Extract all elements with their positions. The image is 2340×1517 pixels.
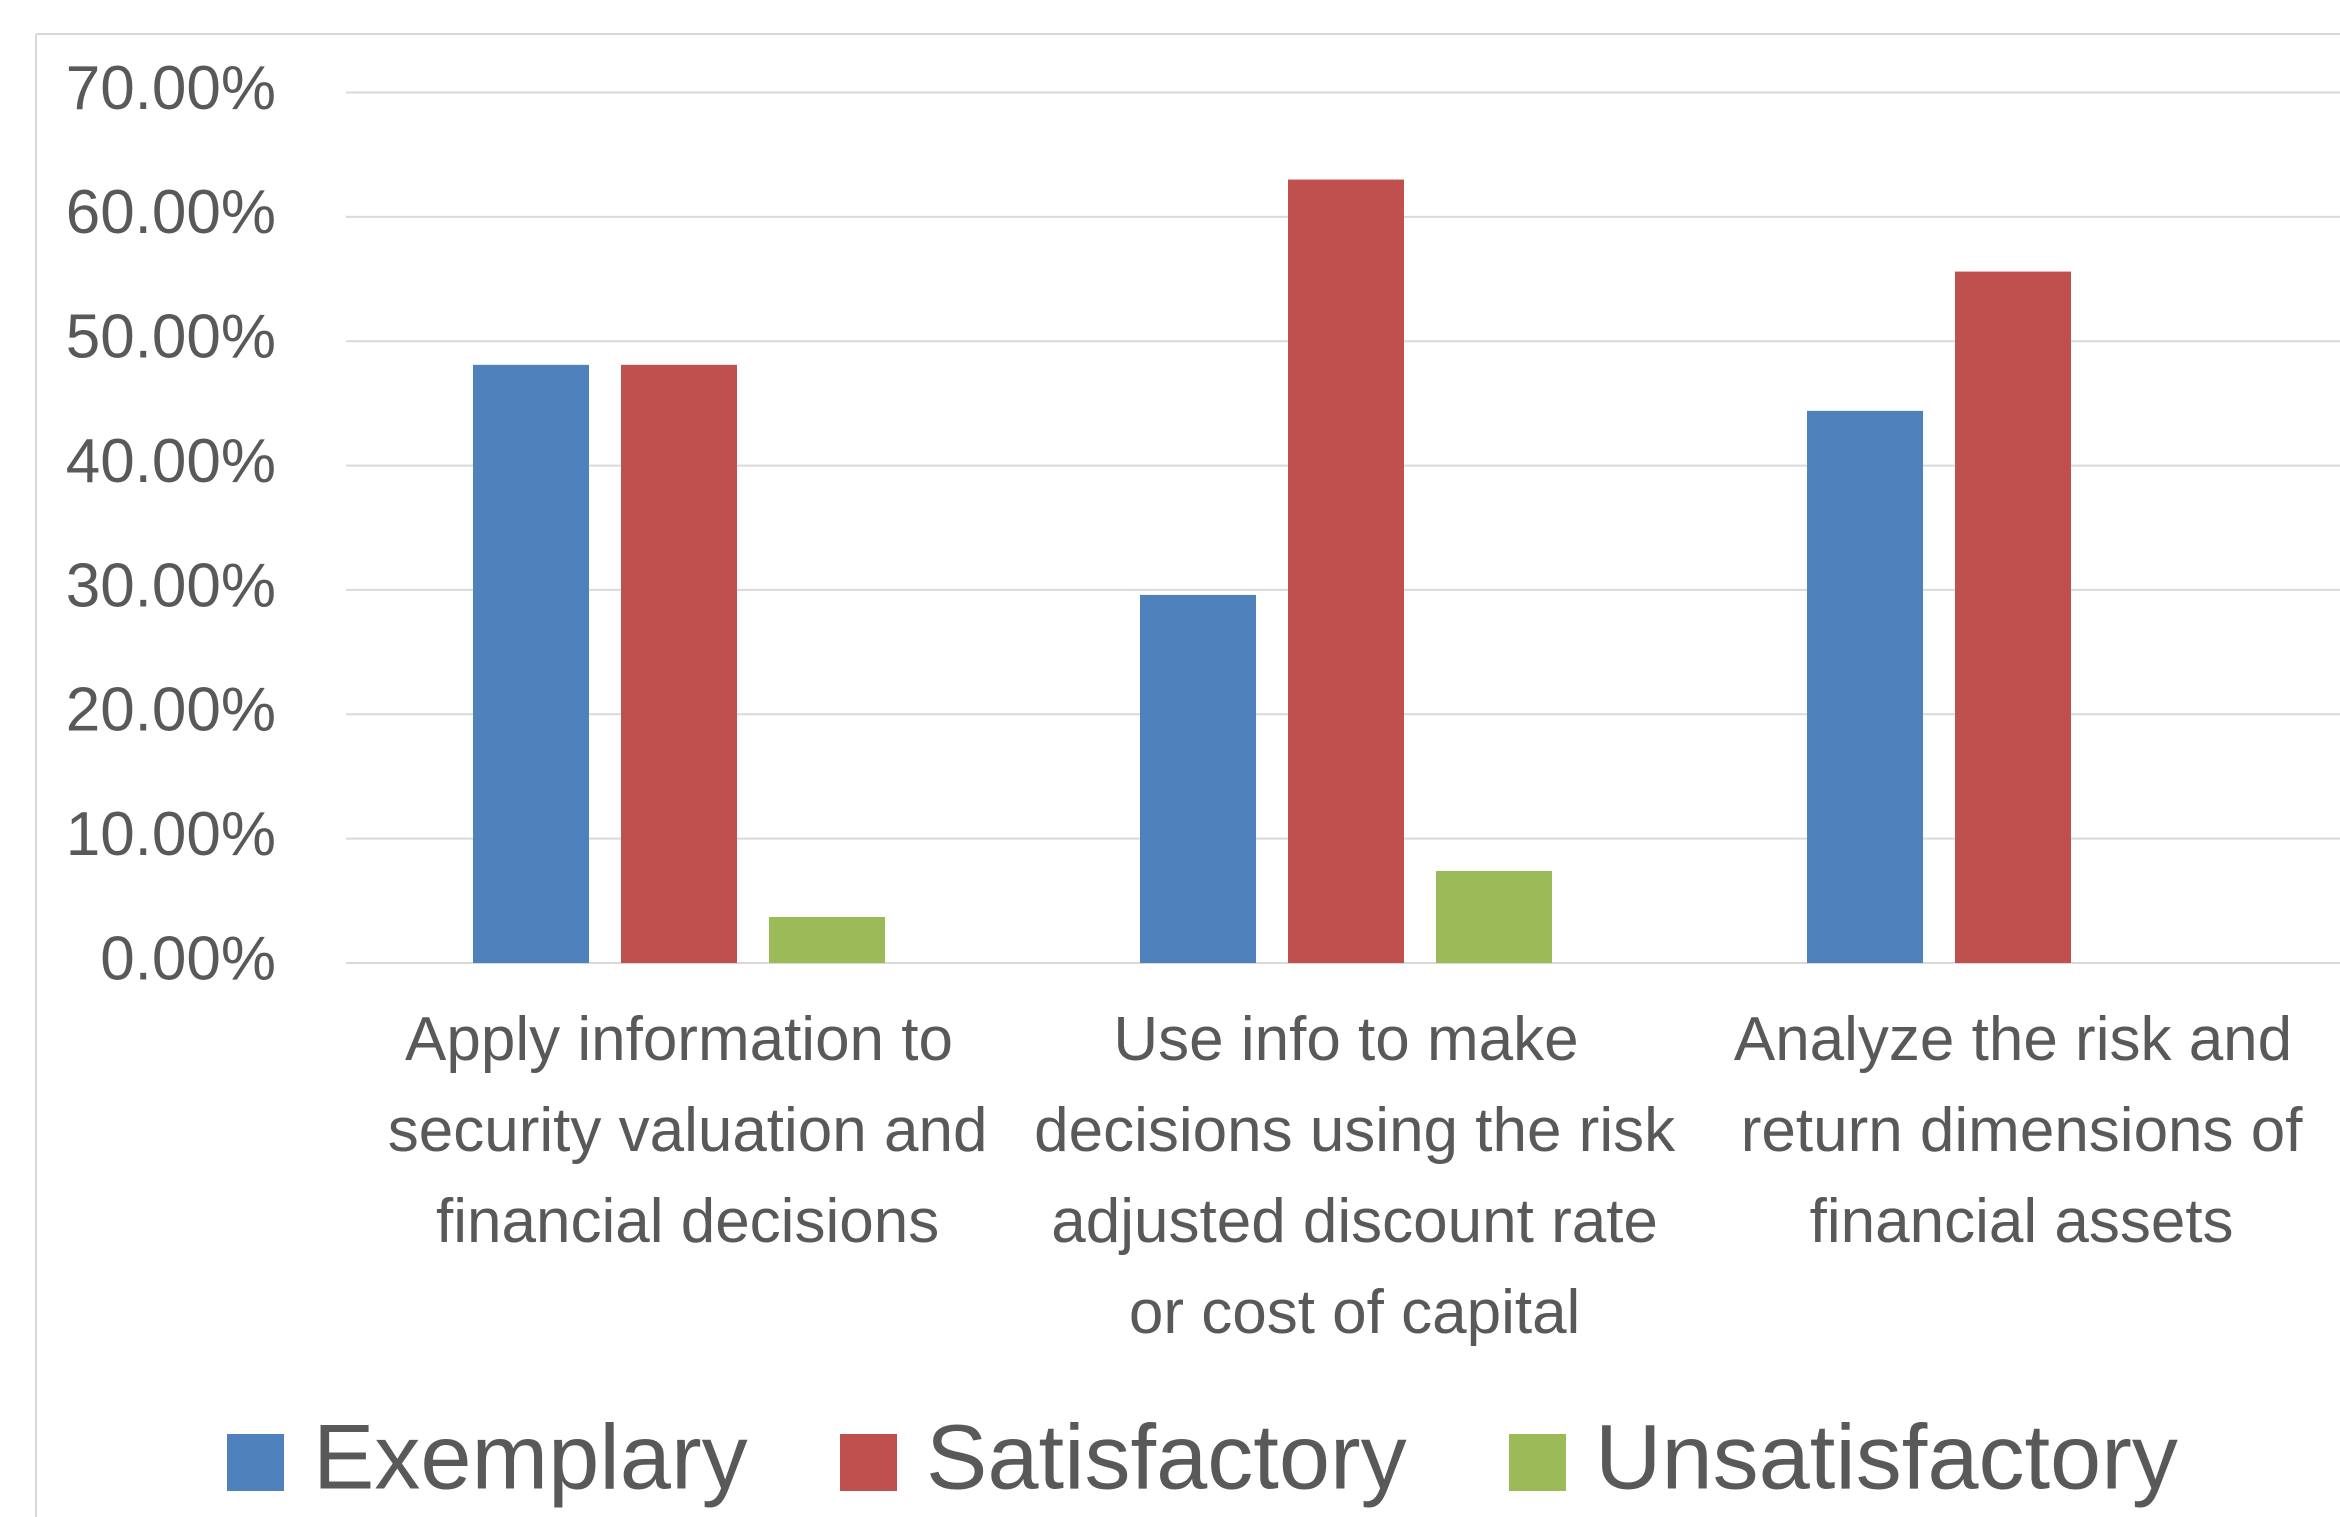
y-tick-label: 30.00% bbox=[66, 551, 276, 620]
y-tick-label: 70.00% bbox=[66, 54, 276, 123]
y-tick-label: 10.00% bbox=[66, 800, 276, 869]
y-tick-label: 60.00% bbox=[66, 178, 276, 247]
legend-label: Exemplary bbox=[313, 1406, 748, 1508]
x-tick-label: Apply information to security valuation … bbox=[371, 1005, 988, 1256]
bar bbox=[769, 916, 885, 963]
bar bbox=[1807, 410, 1923, 964]
y-tick-label: 40.00% bbox=[66, 427, 276, 496]
x-tick-label: Analyze the risk and return dimensions o… bbox=[1724, 1005, 2304, 1256]
x-tick-label: Use info to make decisions using the ris… bbox=[1017, 1005, 1676, 1347]
legend-swatch bbox=[840, 1434, 897, 1491]
y-tick-label: 0.00% bbox=[100, 924, 276, 993]
bar bbox=[621, 364, 737, 963]
bar bbox=[1436, 870, 1552, 963]
bar bbox=[1288, 179, 1404, 964]
bar bbox=[473, 364, 589, 963]
legend-swatch bbox=[1509, 1434, 1566, 1491]
legend-swatch bbox=[227, 1434, 284, 1491]
y-tick-label: 20.00% bbox=[66, 676, 276, 745]
bar bbox=[1955, 271, 2071, 963]
legend-label: Satisfactory bbox=[926, 1406, 1407, 1508]
legend-label: Unsatisfactory bbox=[1595, 1406, 2178, 1508]
y-tick-label: 50.00% bbox=[66, 303, 276, 372]
bar bbox=[1140, 594, 1256, 963]
